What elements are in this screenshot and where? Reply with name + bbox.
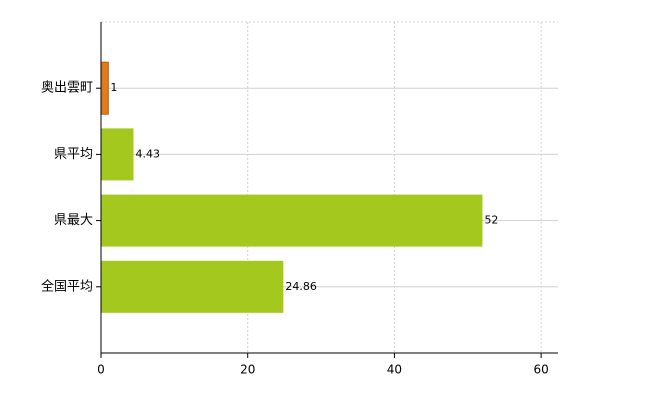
data-label: 1: [110, 81, 117, 94]
y-tick-label: 全国平均: [41, 278, 93, 294]
x-tick-label: 0: [97, 363, 105, 377]
bar: [101, 260, 284, 313]
data-label: 52: [484, 214, 498, 227]
x-tick-label: 60: [533, 363, 548, 377]
data-label: 24.86: [285, 280, 317, 293]
bar: [101, 194, 483, 247]
bar: [100, 61, 109, 115]
x-tick-label: 40: [387, 363, 402, 377]
y-tick-label: 県最大: [54, 213, 93, 228]
y-tick-label: 県平均: [54, 147, 93, 162]
y-tick-label: 奥出雲町: [41, 81, 93, 96]
x-tick-label: 20: [240, 363, 255, 377]
data-label: 4.43: [135, 147, 160, 160]
bar: [101, 128, 134, 181]
